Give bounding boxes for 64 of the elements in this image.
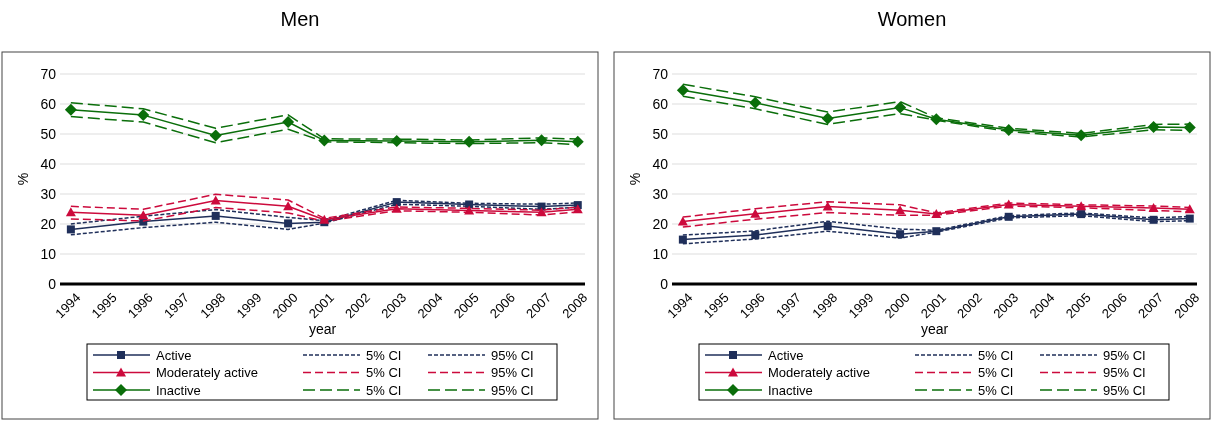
y-axis-title: %	[627, 172, 643, 186]
point	[137, 109, 150, 122]
y-tick-label: 50	[40, 125, 57, 142]
y-tick-label: 60	[652, 95, 669, 112]
point	[64, 103, 77, 116]
y-tick-label: 60	[40, 95, 57, 112]
point	[678, 235, 687, 244]
point	[66, 225, 75, 234]
y-tick-label: 40	[652, 155, 669, 172]
point	[65, 207, 76, 217]
legend-label: 5% CI	[366, 382, 402, 398]
y-tick-label: 20	[40, 215, 57, 232]
point	[822, 201, 833, 211]
y-axis-title: %	[15, 172, 31, 186]
legend-label: Active	[156, 347, 192, 363]
point	[284, 219, 293, 228]
point	[823, 222, 832, 231]
point	[282, 116, 295, 128]
x-axis-title: year	[920, 321, 949, 337]
point	[896, 230, 905, 239]
legend-label: Inactive	[768, 382, 813, 398]
legend-label: 95% CI	[491, 382, 534, 398]
point	[209, 129, 222, 142]
y-tick-label: 10	[652, 245, 669, 262]
point	[749, 96, 762, 109]
point	[894, 101, 907, 114]
legend-label: 5% CI	[366, 365, 402, 381]
point	[750, 208, 761, 218]
point	[677, 216, 688, 226]
point	[464, 205, 475, 215]
legend-label: Moderately active	[156, 365, 258, 381]
point	[1185, 214, 1194, 223]
y-tick-label: 20	[652, 215, 669, 232]
legend-label: 5% CI	[366, 347, 402, 363]
point	[821, 112, 834, 125]
point	[138, 210, 149, 220]
legend-label: Active	[768, 347, 804, 363]
y-tick-label: 50	[652, 125, 669, 142]
legend-label: 5% CI	[978, 347, 1014, 363]
point	[895, 205, 906, 215]
point	[211, 211, 220, 220]
point	[283, 201, 294, 211]
y-tick-label: 70	[652, 65, 669, 82]
y-tick-label: 30	[40, 185, 57, 202]
legend-label: 5% CI	[978, 382, 1014, 398]
y-tick-label: 0	[48, 275, 57, 292]
point	[676, 84, 689, 97]
legend-label: 95% CI	[1103, 382, 1146, 398]
legend-label: 95% CI	[491, 365, 534, 381]
legend-label: 95% CI	[491, 347, 534, 363]
legend-label: 95% CI	[1103, 365, 1146, 381]
chart-title: Women	[877, 8, 947, 30]
y-tick-label: 0	[660, 275, 669, 292]
y-tick-label: 10	[40, 245, 57, 262]
y-tick-label: 70	[40, 65, 57, 82]
y-tick-label: 40	[40, 155, 57, 172]
x-axis-title: year	[308, 321, 337, 337]
legend-label: Inactive	[156, 382, 201, 398]
legend-label: 5% CI	[978, 365, 1014, 381]
point	[210, 195, 221, 205]
legend-label: Moderately active	[768, 365, 870, 381]
y-tick-label: 30	[652, 185, 669, 202]
legend-label: 95% CI	[1103, 347, 1146, 363]
chart-title: Men	[280, 8, 320, 30]
